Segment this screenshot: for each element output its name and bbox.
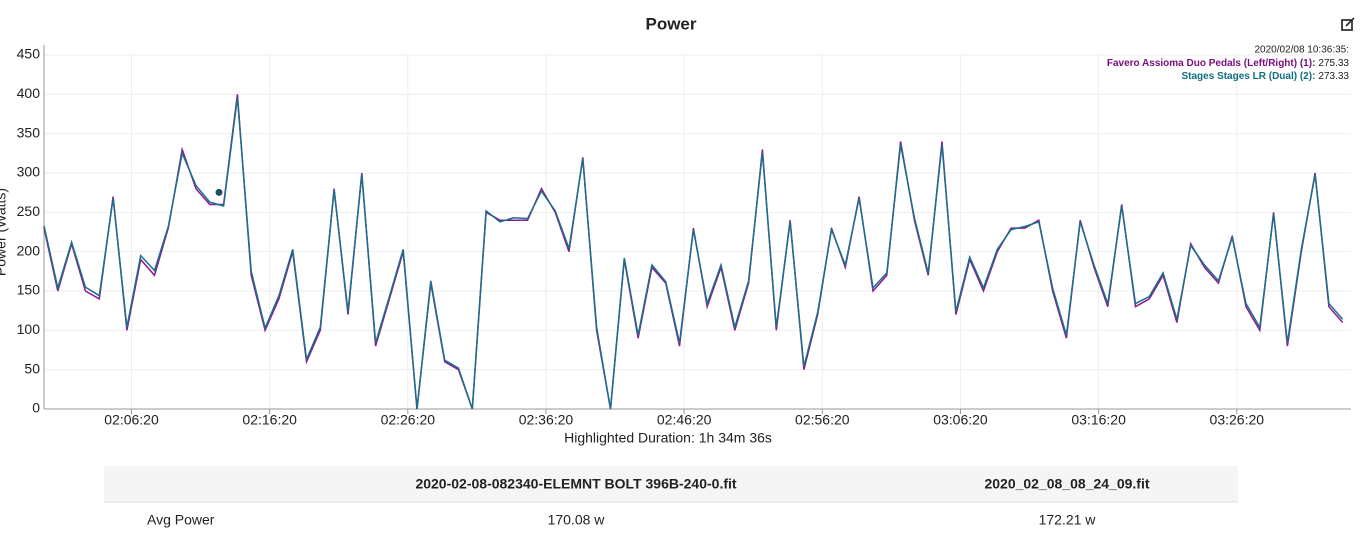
tooltip-time: 2020/02/08 10:36:35: — [1254, 45, 1349, 56]
x-tick-label: 02:56:20 — [795, 412, 850, 428]
y-tick-label: 350 — [17, 124, 41, 140]
edit-icon-pen — [1345, 17, 1355, 27]
table-column-header: 2020_02_08_08_24_09.fit — [984, 476, 1149, 492]
x-tick-label: 03:26:20 — [1210, 412, 1265, 428]
y-tick-label: 450 — [17, 46, 41, 62]
y-tick-label: 300 — [17, 164, 41, 180]
y-tick-label: 0 — [32, 400, 40, 416]
tooltip-item: Stages Stages LR (Dual) (2): 273.33 — [1181, 71, 1349, 82]
tooltip-item: Favero Assioma Duo Pedals (Left/Right) (… — [1107, 58, 1350, 69]
x-tick-label: 02:26:20 — [381, 412, 436, 428]
x-axis-label: Highlighted Duration: 1h 34m 36s — [564, 430, 772, 446]
table-column-header: 2020-02-08-082340-ELEMNT BOLT 396B-240-0… — [415, 476, 736, 492]
edit-icon-box — [1341, 19, 1353, 31]
y-tick-label: 200 — [17, 242, 41, 258]
y-tick-label: 100 — [17, 321, 41, 337]
y-tick-label: 250 — [17, 203, 41, 219]
tooltip-value: 275.33 — [1318, 58, 1349, 69]
y-axis-label: Power (Watts) — [0, 188, 9, 276]
series-line — [43, 97, 1344, 410]
x-tick-label: 03:06:20 — [933, 412, 988, 428]
table-row-label: Avg Power — [147, 512, 215, 528]
y-tick-label: 400 — [17, 85, 41, 101]
x-tick-label: 02:46:20 — [657, 412, 712, 428]
tooltip-label: Favero Assioma Duo Pedals (Left/Right) (… — [1107, 58, 1316, 69]
y-tick-label: 150 — [17, 282, 41, 298]
tooltip-value: 273.33 — [1318, 71, 1349, 82]
table-header-bg — [104, 466, 1238, 502]
x-tick-label: 02:36:20 — [519, 412, 574, 428]
tooltip-label: Stages Stages LR (Dual) (2): — [1181, 71, 1315, 82]
chart-title: Power — [645, 14, 696, 33]
table-cell: 172.21 w — [1039, 512, 1097, 528]
edit-icon[interactable] — [1341, 17, 1355, 31]
y-tick-label: 50 — [24, 360, 40, 376]
tooltip-dot — [215, 188, 223, 196]
x-tick-label: 02:06:20 — [104, 412, 159, 428]
table-cell: 170.08 w — [548, 512, 606, 528]
x-tick-label: 02:16:20 — [242, 412, 297, 428]
x-tick-label: 03:16:20 — [1071, 412, 1126, 428]
